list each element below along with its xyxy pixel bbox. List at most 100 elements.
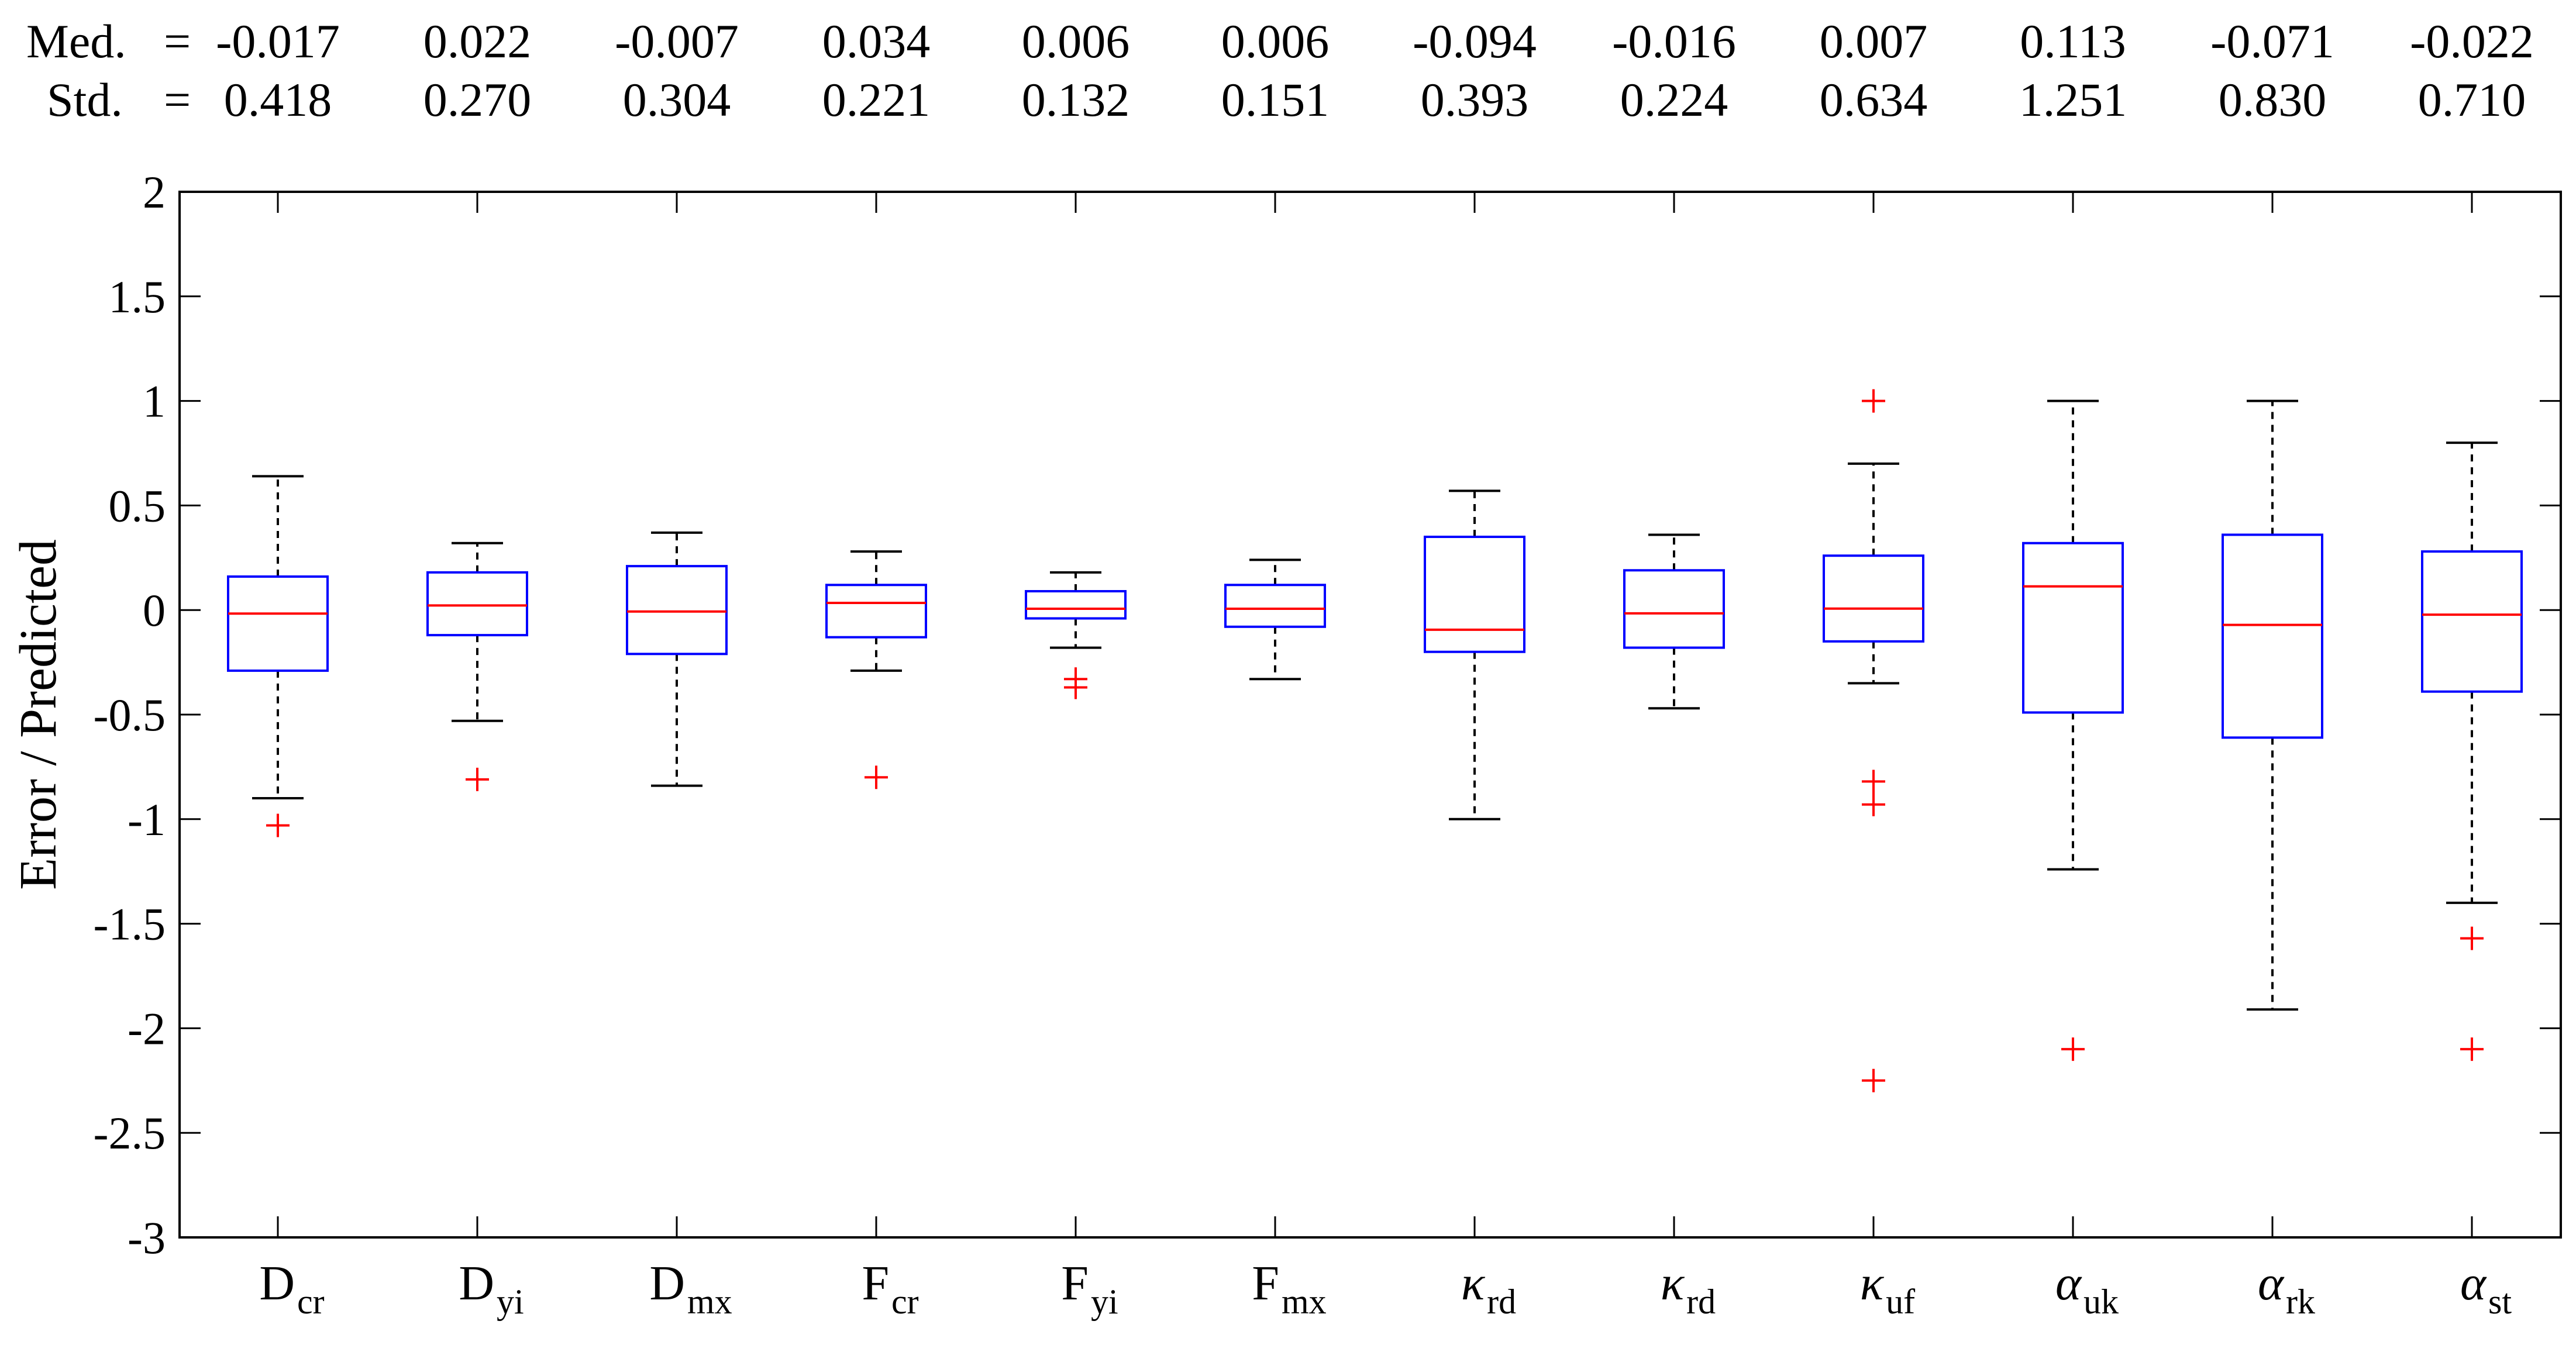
outlier-marker xyxy=(865,765,888,789)
x-tick-subscript: rd xyxy=(1686,1282,1716,1321)
median-value: 0.006 xyxy=(1221,15,1330,68)
stats-header: Med. = Std. = xyxy=(26,15,191,126)
x-tick-subscript: uk xyxy=(2083,1282,2119,1321)
x-tick-subscript: mx xyxy=(1282,1282,1327,1321)
std-value: 0.393 xyxy=(1421,73,1529,126)
median-value: -0.071 xyxy=(2210,15,2334,68)
box-group xyxy=(626,531,728,787)
median-value: -0.016 xyxy=(1612,15,1736,68)
boxes xyxy=(227,389,2523,1092)
iqr-box xyxy=(2222,533,2323,739)
outlier-marker xyxy=(1064,675,1087,699)
x-tick-symbol: D xyxy=(459,1256,494,1310)
iqr-box xyxy=(2022,542,2124,714)
x-tick-symbol: α xyxy=(2460,1256,2487,1310)
x-tick-label: Fyi xyxy=(1061,1256,1118,1321)
median-value: 0.022 xyxy=(423,15,532,68)
y-tick-label: -1 xyxy=(128,794,166,845)
box-group xyxy=(426,542,528,791)
std-value: 0.418 xyxy=(224,73,332,126)
box-group xyxy=(1424,489,1525,820)
y-tick-label: -0.5 xyxy=(94,689,166,740)
x-tick-label: αst xyxy=(2460,1256,2512,1321)
outlier-marker xyxy=(2460,926,2484,950)
std-value: 0.304 xyxy=(623,73,731,126)
median-value: -0.094 xyxy=(1413,15,1537,68)
y-tick-label: 1.5 xyxy=(109,271,166,322)
x-tick-subscript: rd xyxy=(1487,1282,1516,1321)
outlier-marker xyxy=(466,767,489,791)
median-value: -0.007 xyxy=(615,15,739,68)
plot-area-frame xyxy=(178,191,2562,1239)
x-tick-label: Dcr xyxy=(259,1256,324,1321)
y-axis-label: Error / Predicted xyxy=(9,539,67,890)
x-tick-symbol: α xyxy=(2258,1256,2285,1310)
x-tick-symbol: D xyxy=(259,1256,295,1310)
iqr-box xyxy=(227,575,329,672)
x-tick-label: αrk xyxy=(2258,1256,2315,1321)
outlier-marker xyxy=(2061,1037,2085,1061)
iqr-box xyxy=(825,584,927,639)
y-tick-label: 1 xyxy=(143,376,166,427)
x-tick-subscript: yi xyxy=(1091,1282,1118,1321)
y-tick-label: -3 xyxy=(128,1212,166,1263)
x-tick-symbol: F xyxy=(862,1256,889,1310)
box-group xyxy=(1823,389,1924,1092)
median-row-equals: = xyxy=(164,15,191,68)
median-value: 0.034 xyxy=(822,15,931,68)
x-tick-subscript: rk xyxy=(2286,1282,2315,1321)
box-group xyxy=(2022,399,2124,1061)
x-tick-label: Fcr xyxy=(862,1256,918,1321)
iqr-box xyxy=(1424,536,1525,653)
x-tick-subscript: yi xyxy=(497,1282,524,1321)
iqr-box xyxy=(1025,590,1127,620)
y-tick-label: 0 xyxy=(143,585,166,636)
median-value: 0.007 xyxy=(1820,15,1928,68)
outlier-marker xyxy=(1862,770,1885,794)
x-tick-subscript: st xyxy=(2488,1282,2512,1321)
x-tick-subscript: mx xyxy=(687,1282,732,1321)
y-tick-label: 2 xyxy=(143,167,166,218)
iqr-box xyxy=(1623,569,1725,649)
x-tick-subscript: cr xyxy=(891,1282,919,1321)
outlier-marker xyxy=(1862,389,1885,413)
x-tick-label: Fmx xyxy=(1252,1256,1326,1321)
std-value: 0.221 xyxy=(822,73,931,126)
outlier-marker xyxy=(1862,1068,1885,1092)
outlier-marker xyxy=(266,813,290,837)
iqr-box xyxy=(1224,584,1326,628)
y-tick-label: -1.5 xyxy=(94,899,166,950)
box-group xyxy=(2222,399,2323,1011)
x-tick-subscript: cr xyxy=(297,1282,325,1321)
box-group xyxy=(825,550,927,789)
iqr-box xyxy=(626,565,728,656)
y-tick-label: -2 xyxy=(128,1003,166,1054)
std-value: 0.710 xyxy=(2418,73,2526,126)
std-value: 0.224 xyxy=(1620,73,1728,126)
x-axis: Dcr Dyi Dmx Fcr Fyi Fmx κrd κrd κuf αuk αrk αst xyxy=(259,192,2512,1321)
std-row-label: Std. xyxy=(47,73,123,126)
box-group xyxy=(1025,571,1127,699)
median-value: 0.006 xyxy=(1022,15,1130,68)
stats-values: -0.0170.4180.0220.270-0.0070.3040.0340.2… xyxy=(216,15,2534,126)
median-value: -0.017 xyxy=(216,15,340,68)
y-axis: -3 -2.5 -2 -1.5 -1 -0.5 0 0.5 1 1.5 2 xyxy=(94,167,2561,1263)
box-group xyxy=(1224,558,1326,681)
outlier-marker xyxy=(1862,792,1885,816)
box-group xyxy=(227,475,329,837)
std-value: 0.151 xyxy=(1221,73,1330,126)
x-tick-symbol: F xyxy=(1252,1256,1279,1310)
x-tick-symbol: κ xyxy=(1461,1256,1486,1310)
iqr-box xyxy=(1823,554,1924,643)
median-value: -0.022 xyxy=(2410,15,2534,68)
std-value: 0.132 xyxy=(1022,73,1130,126)
x-tick-label: κuf xyxy=(1860,1256,1915,1321)
std-value: 0.634 xyxy=(1820,73,1928,126)
outlier-marker xyxy=(2460,1037,2484,1061)
x-tick-subscript: uf xyxy=(1886,1282,1915,1321)
x-tick-symbol: κ xyxy=(1661,1256,1685,1310)
x-tick-label: Dmx xyxy=(649,1256,732,1321)
median-value: 0.113 xyxy=(2020,15,2126,68)
box-group xyxy=(2421,442,2523,1061)
std-value: 1.251 xyxy=(2019,73,2127,126)
